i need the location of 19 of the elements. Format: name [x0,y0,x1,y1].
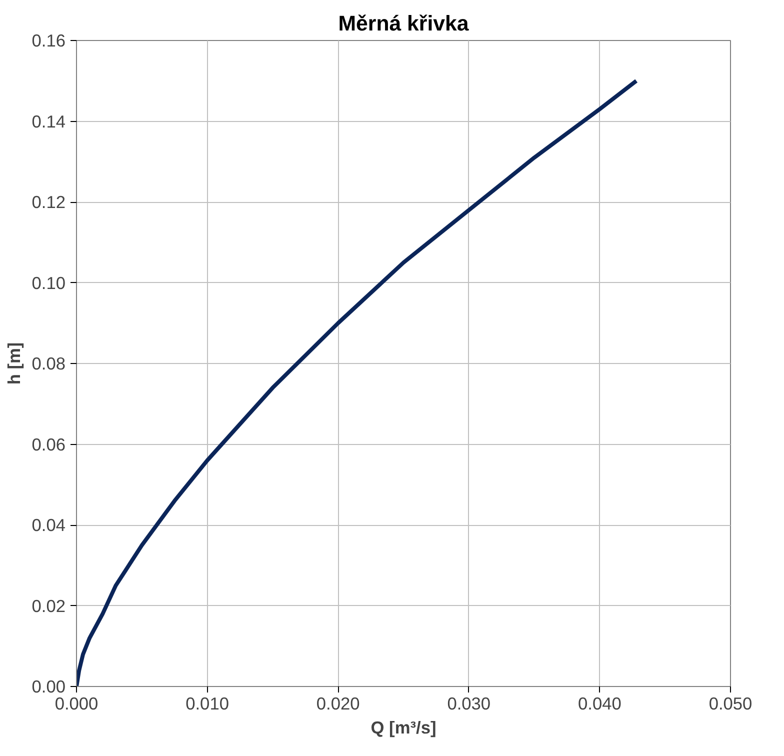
x-tick-label: 0.020 [316,694,360,714]
x-tick-label: 0.010 [186,694,229,714]
line-series [76,78,638,686]
y-tick-label: 0.04 [32,515,66,535]
x-tick-label: 0.000 [54,694,98,714]
y-tick-label: 0.12 [32,192,66,212]
y-tick-label: 0.00 [32,676,66,696]
y-tick-label: 0.02 [32,596,66,616]
y-tick-label: 0.14 [32,111,66,132]
y-tick-label: 0.06 [32,434,66,454]
x-tick-label: 0.030 [447,694,491,714]
x-axis-title: Q [m³/s] [370,718,436,738]
y-tick-label: 0.08 [32,354,66,374]
y-tick-label: 0.16 [32,30,66,50]
x-tick-label: 0.040 [578,694,622,714]
x-tick-label: 0.050 [708,694,752,714]
y-tick-label: 0.10 [32,272,66,293]
chart-title: Měrná křivka [338,12,469,36]
y-axis-title: h [m] [4,342,24,385]
